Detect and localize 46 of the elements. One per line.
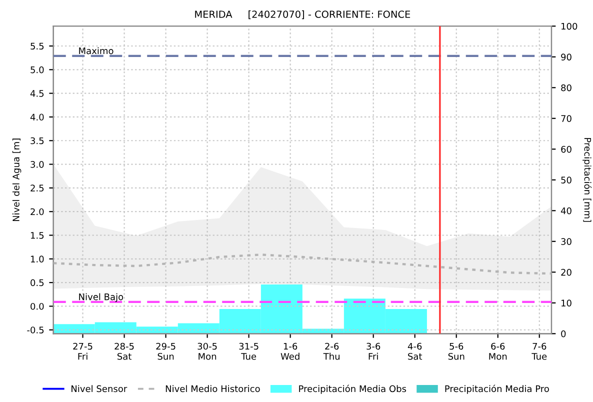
legend-label: Precipitación Media Obs [299, 384, 406, 394]
x-tick-label: 6-6 Mon [489, 342, 507, 360]
y-tick-label: -0.5 [27, 326, 44, 334]
y2-tick-label: 50 [561, 176, 572, 184]
y2-tick-label: 10 [562, 300, 572, 306]
x-tick-label: 3-6 Fri [366, 342, 380, 360]
chart-title: MERIDA [24027070] - CORRIENTE: FONCE [195, 10, 410, 20]
y-tick-label: 5.5 [30, 42, 44, 50]
y2-tick-label: 70 [561, 115, 572, 122]
y2-tick-label: 30 [561, 238, 572, 245]
x-tick-label: 27-5 Fri [73, 342, 92, 360]
y-tick-label: 0.0 [30, 302, 44, 310]
y-tick-label: 5.0 [30, 66, 44, 74]
x-tick-label: 5-6 Sun [448, 342, 464, 360]
y2-tick-label: 20 [561, 268, 572, 276]
y-tick-label: 3.0 [30, 161, 44, 168]
y2-tick-label: 60 [561, 146, 572, 153]
x-tick-label: 7-6 Tue [532, 342, 547, 360]
y-tick-label: 2.0 [30, 208, 44, 216]
x-tick-label: 30-5 Mon [198, 342, 217, 360]
y-tick-label: 4.5 [30, 90, 44, 97]
x-tick-label: 29-5 Sun [156, 342, 176, 360]
y-tick-label: 2.5 [30, 184, 44, 192]
legend-label: Precipitación Media Pro [445, 384, 549, 394]
x-tick-label: 28-5 Sat [114, 342, 134, 360]
legend-label: Nivel Medio Historico [166, 385, 260, 392]
y2-tick-label: 100 [562, 22, 578, 30]
ref-line-label: Maximo [79, 47, 114, 54]
y-tick-label: 1.0 [30, 256, 44, 262]
x-tick-label: 2-6 Thu [323, 342, 340, 360]
y-tick-label: 4.0 [30, 114, 44, 121]
y-tick-label: 1.5 [30, 232, 44, 239]
y2-tick-label: 40 [560, 207, 572, 214]
y2-tick-label: 90 [561, 54, 572, 60]
x-tick-label: 1-6 Wed [280, 342, 300, 360]
y2-tick-label: 80 [561, 84, 572, 92]
y2-axis-title: Precipitación [mm] [582, 138, 592, 222]
ref-line-label: Nivel Bajo [79, 293, 124, 302]
legend-label: Nivel Sensor [72, 385, 128, 392]
x-tick-label: 31-5 Tue [239, 342, 258, 360]
line-series [53, 254, 552, 275]
y-tick-label: 0.5 [30, 279, 44, 286]
y2-tick-label: 0 [561, 330, 566, 338]
y-tick-label: 3.5 [30, 137, 44, 144]
y-axis-title: Nivel del Agua [m] [12, 138, 22, 222]
x-tick-label: 4-6 Sat [408, 342, 422, 360]
